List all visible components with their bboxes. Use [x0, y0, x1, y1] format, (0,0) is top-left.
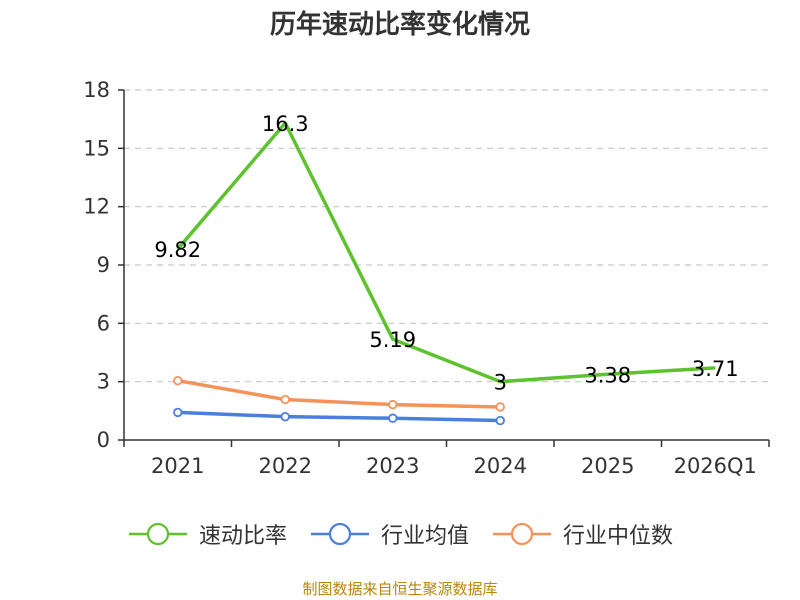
- data-point: [280, 411, 290, 422]
- source-note: 制图数据来自恒生聚源数据库: [302, 580, 498, 598]
- legend-swatch-icon: [128, 522, 187, 546]
- x-tick-label: 2024: [474, 454, 527, 478]
- y-tick-label: 9: [97, 253, 110, 277]
- data-label: 5.19: [369, 328, 416, 352]
- y-tick-label: 0: [97, 428, 110, 452]
- grid-lines: [124, 89, 769, 383]
- x-tick-label: 2023: [366, 454, 419, 478]
- legend-item[interactable]: 行业中位数: [491, 518, 673, 550]
- x-tick-label: 2021: [151, 454, 204, 478]
- legend-item[interactable]: 行业均值: [309, 518, 469, 550]
- data-labels: 9.82 16.3 5.19 3 3.38 3.71: [154, 112, 738, 395]
- legend-swatch-icon: [493, 522, 551, 546]
- chart-title: 历年速动比率变化情况: [269, 10, 530, 40]
- y-tick-label: 6: [97, 311, 110, 335]
- y-tick-label: 18: [83, 78, 110, 102]
- legend-label: 行业中位数: [563, 524, 674, 549]
- x-tick-label: 2025: [581, 454, 634, 478]
- legend-label: 速动比率: [198, 524, 287, 549]
- data-point: [388, 399, 398, 410]
- legend-swatch-icon: [310, 522, 369, 546]
- data-label: 3.71: [692, 357, 739, 381]
- legend-label: 行业均值: [380, 524, 469, 549]
- data-label: 16.3: [262, 112, 309, 136]
- data-point: [173, 407, 183, 418]
- data-point: [495, 402, 505, 412]
- data-point: [495, 415, 505, 426]
- data-point: [173, 375, 183, 386]
- series-line: [177, 378, 501, 409]
- data-point: [280, 394, 290, 405]
- data-label: 9.82: [154, 238, 201, 262]
- data-label: 3.38: [584, 363, 631, 387]
- series-line: [177, 410, 501, 423]
- y-tick-label: 12: [83, 195, 110, 219]
- legend-item[interactable]: 速动比率: [127, 518, 287, 550]
- series-line: [176, 121, 716, 384]
- x-tick-label: 2022: [259, 454, 312, 478]
- y-tick-label: 15: [83, 136, 110, 160]
- x-tick-label: 2026Q1: [674, 454, 757, 478]
- data-point: [388, 413, 398, 423]
- data-label: 3: [494, 371, 507, 395]
- y-tick-label: 3: [97, 370, 110, 394]
- legend: 速动比率 行业均值 行业中位数: [0, 518, 800, 550]
- axes: 0 3 6 9 12 15 18 2021 2022 2023 2024 2025 2026Q1: [83, 78, 770, 478]
- series-layer: [173, 121, 716, 426]
